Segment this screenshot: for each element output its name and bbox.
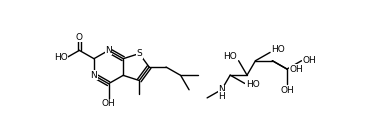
Text: HO: HO: [54, 52, 68, 62]
Text: OH: OH: [102, 99, 115, 108]
Text: HO: HO: [246, 80, 260, 89]
Text: OH: OH: [280, 86, 294, 95]
Text: N: N: [219, 85, 225, 94]
Text: S: S: [137, 49, 142, 58]
Text: OH: OH: [289, 65, 303, 74]
Text: HO: HO: [223, 52, 237, 61]
Text: N: N: [91, 71, 97, 80]
Text: O: O: [76, 33, 83, 42]
Text: H: H: [219, 92, 225, 101]
Text: OH: OH: [303, 56, 316, 65]
Text: HO: HO: [271, 45, 285, 54]
Text: N: N: [105, 46, 112, 55]
